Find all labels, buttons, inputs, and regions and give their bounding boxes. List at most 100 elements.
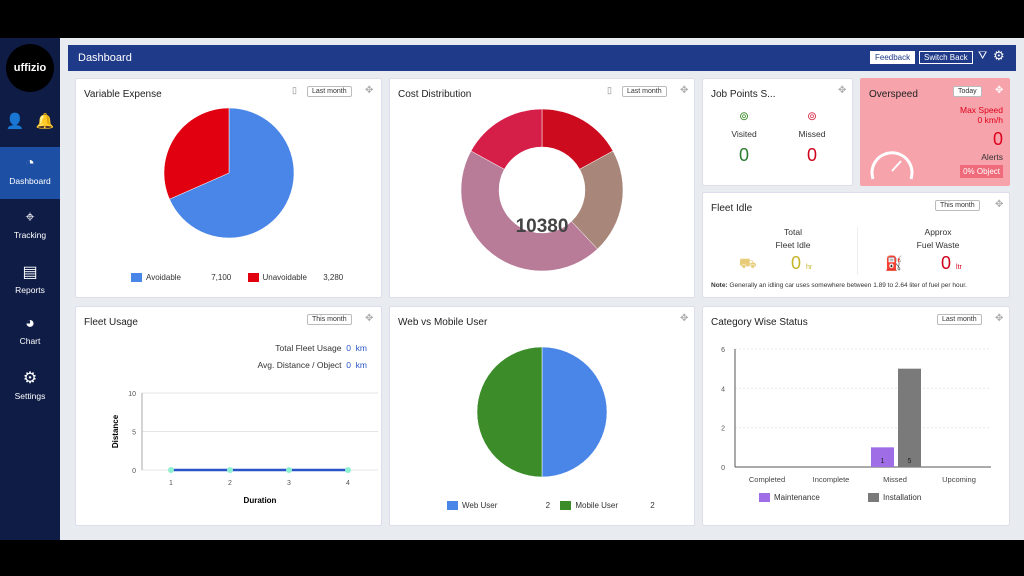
document-icon[interactable]: ▯ [292, 85, 297, 95]
bar-label: 5 [908, 458, 912, 465]
pie-slice [169, 107, 295, 239]
truck-idle-icon: ⛟ [739, 255, 757, 271]
logo: uffizio [6, 44, 54, 92]
card-title: Job Points S... [711, 89, 776, 100]
period-select[interactable]: Last month [622, 86, 667, 97]
legend-value: 2 [545, 501, 551, 510]
x-tick-label: Incomplete [813, 475, 850, 484]
legend-label: Maintenance [774, 493, 820, 502]
period-select[interactable]: Last month [937, 314, 982, 325]
value: 0 [738, 145, 749, 165]
legend-label: Web User [462, 501, 498, 510]
x-tick-label: Missed [883, 475, 907, 484]
move-icon[interactable]: ✥ [995, 313, 1004, 324]
user-icon[interactable]: 👤 [5, 113, 25, 130]
sidebar-item-chart[interactable]: ◕ Chart [0, 307, 60, 359]
y-tick-label: 10 [128, 391, 136, 398]
pie-slice [476, 346, 543, 478]
label: Visited [731, 129, 757, 139]
sidebar-item-tracking[interactable]: ⌖ Tracking [0, 201, 60, 253]
legend: Web User 2 Mobile User 2 [447, 501, 687, 511]
move-icon[interactable]: ✥ [995, 199, 1004, 210]
fuel-waste-label: Approx Fuel Waste [916, 227, 960, 250]
y-tick-label: 4 [721, 386, 725, 393]
category-status-card: Category Wise Status Last month ✥ 0 2 4 6 Co… [702, 306, 1010, 526]
data-point [345, 467, 351, 473]
x-tick-label: 4 [346, 480, 350, 487]
pie-slice [541, 346, 608, 478]
sidebar-item-settings[interactable]: ⚙ Settings [0, 360, 60, 412]
sidebar-item-label: Dashboard [9, 176, 51, 186]
legend-value: 2 [650, 501, 655, 510]
y-axis-label: Distance [111, 414, 120, 448]
switch-back-button[interactable]: Switch Back [919, 51, 973, 64]
period-select[interactable]: Last month [307, 86, 352, 97]
report-icon: ▤ [22, 264, 38, 281]
fuel-pump-icon: ⛽ [885, 255, 903, 271]
bell-icon[interactable]: 🔔 [35, 113, 55, 130]
total-idle-label: Total Fleet Idle [775, 227, 811, 250]
move-icon[interactable]: ✥ [680, 85, 689, 96]
card-title: Web vs Mobile User [398, 317, 488, 328]
max-speed: Max Speed 0 km/h [960, 105, 1003, 125]
period-select[interactable]: This month [307, 314, 352, 325]
x-tick-label: Upcoming [942, 475, 976, 484]
missed-stat: ⊚ Missed 0 [781, 109, 843, 166]
alerts-label: Alerts [981, 152, 1003, 162]
bar [898, 368, 921, 467]
note: Note: Generally an idling car uses somew… [711, 282, 967, 289]
location-pin-icon: ⌖ [25, 209, 35, 226]
category-bar-chart: 0 2 4 6 Completed Incomplete Missed 1 5 Upcoming [721, 347, 991, 484]
fleet-usage-line-chart: 0 5 10 1 2 3 4 Duration Distance [111, 391, 378, 505]
legend-value: 7,100 [211, 273, 232, 282]
period-select[interactable]: Today [953, 86, 982, 97]
page-title: Dashboard [78, 52, 132, 64]
variable-expense-card: Variable Expense ▯ Last month ✥ Avoidabl… [75, 78, 382, 298]
cost-distribution-donut [460, 108, 624, 272]
document-icon[interactable]: ▯ [607, 85, 612, 95]
gauge-icon: ◔ [25, 155, 35, 172]
x-tick-label: 1 [169, 480, 173, 487]
y-tick-label: 2 [721, 426, 725, 433]
gear-icon[interactable]: ⚙ [993, 48, 1005, 63]
y-tick-label: 6 [721, 347, 725, 354]
move-icon[interactable]: ✥ [365, 85, 374, 96]
move-icon[interactable]: ✥ [680, 313, 689, 324]
data-point [227, 467, 233, 473]
label: Missed [798, 129, 826, 139]
y-tick-label: 0 [132, 468, 136, 475]
x-tick-label: 3 [287, 480, 291, 487]
donut-total: 10380 [515, 216, 569, 237]
x-tick-label: Completed [749, 475, 785, 484]
bar-label: 1 [881, 458, 885, 465]
legend: Avoidable 7,100 Unavoidable 3,280 [131, 273, 371, 283]
x-axis-label: Duration [244, 496, 277, 505]
move-icon[interactable]: ✥ [365, 313, 374, 324]
header-bar: Dashboard Feedback Switch Back ⛛ ⚙ [68, 45, 1016, 71]
move-icon[interactable]: ✥ [995, 85, 1004, 96]
period-select[interactable]: This month [935, 200, 980, 211]
fleet-usage-card: Fleet Usage This month ✥ Total Fleet Usa… [75, 306, 382, 526]
location-missed-icon: ⊚ [806, 109, 818, 123]
usage-stats: Total Fleet Usage 0 km Avg. Distance / O… [257, 343, 367, 370]
gear-icon: ⚙ [22, 370, 38, 387]
x-tick-label: 2 [228, 480, 232, 487]
legend-label: Mobile User [575, 501, 619, 510]
card-title: Variable Expense [84, 89, 162, 100]
sidebar-item-reports[interactable]: ▤ Reports [0, 254, 60, 306]
move-icon[interactable]: ✥ [838, 85, 847, 96]
sidebar-item-dashboard[interactable]: ◔ Dashboard [0, 147, 60, 199]
legend-label: Unavoidable [262, 273, 307, 282]
filter-icon[interactable]: ⛛ [978, 50, 988, 62]
speedometer-icon [870, 151, 914, 180]
sidebar-item-label: Chart [19, 336, 41, 346]
feedback-button[interactable]: Feedback [870, 51, 916, 64]
divider [857, 227, 858, 275]
fuel-waste-value: 0 ltr [941, 253, 962, 273]
card-title: Overspeed [869, 89, 918, 100]
web-mobile-pie [476, 346, 608, 478]
variable-expense-pie [163, 107, 295, 239]
sidebar: uffizio 👤 🔔 ◔ Dashboard ⌖ Tracking ▤ Reports… [0, 38, 60, 540]
pie-slice [460, 150, 598, 272]
sidebar-item-label: Reports [15, 285, 45, 295]
